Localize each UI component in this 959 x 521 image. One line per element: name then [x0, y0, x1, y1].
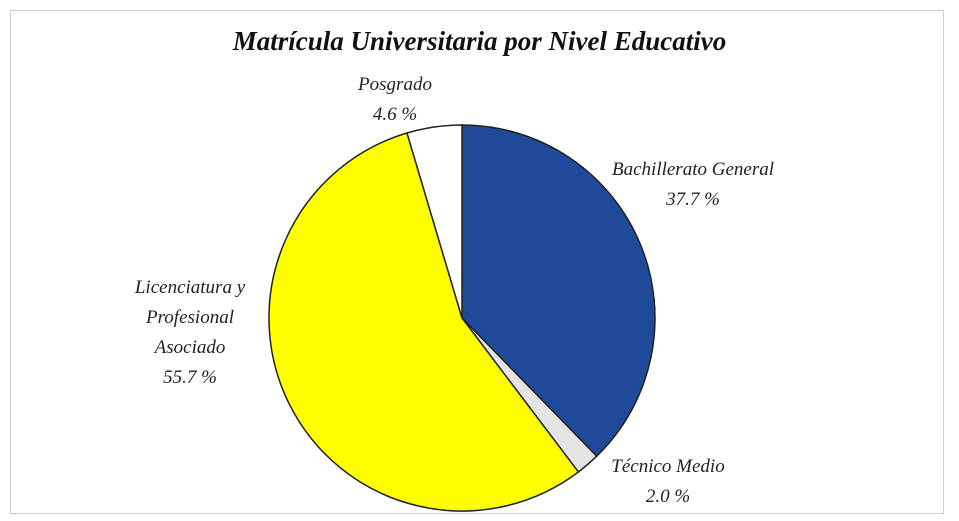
pie-slice	[268, 132, 580, 512]
category-label: Bachillerato General	[612, 159, 774, 180]
value-label: 37.7 %	[666, 189, 720, 210]
category-label: Licenciatura y Profesional Asociado	[134, 277, 246, 358]
slice-label: Posgrado 4.6 %	[320, 70, 470, 130]
category-label: Técnico Medio	[611, 456, 725, 477]
value-label: 55.7 %	[163, 367, 217, 388]
value-label: 2.0 %	[645, 486, 691, 507]
chart-title: Matrícula Universitaria por Nivel Educat…	[232, 26, 727, 56]
chart-frame	[10, 10, 944, 514]
pie-slice	[406, 124, 463, 319]
slice-label: Técnico Medio 2.0 %	[588, 452, 748, 512]
slice-label: Bachillerato General 37.7 %	[608, 155, 778, 215]
category-label: Posgrado	[358, 74, 432, 95]
pie-slice	[461, 124, 656, 458]
value-label: 4.6 %	[372, 104, 418, 125]
slice-label: Licenciatura y Profesional Asociado 55.7 …	[110, 273, 270, 393]
